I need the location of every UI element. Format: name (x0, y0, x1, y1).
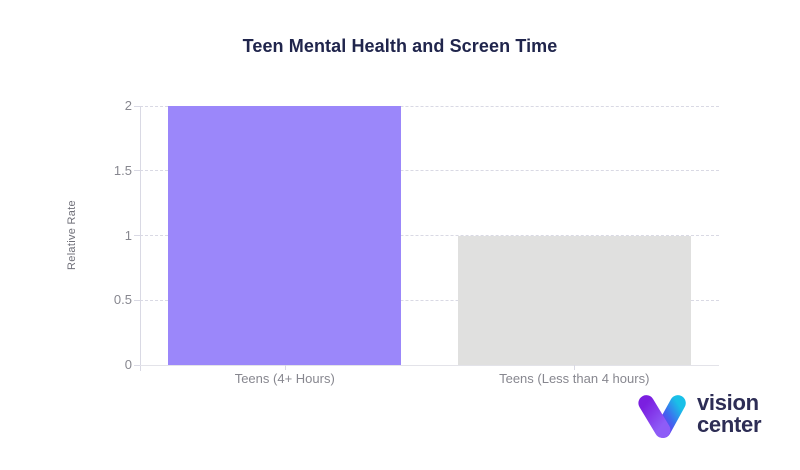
logo-text-line1: vision (697, 390, 759, 415)
y-tick-mark-1 (134, 235, 140, 236)
chart-title: Teen Mental Health and Screen Time (242, 36, 558, 56)
y-axis-line (140, 106, 141, 371)
y-tick-label-2: 2 (124, 98, 132, 113)
y-tick-label-0: 0 (124, 357, 132, 372)
y-tick-mark-2 (134, 105, 140, 107)
y-tick-label-0.5: 0.5 (113, 292, 132, 308)
y-tick-label-1: 1 (124, 227, 132, 243)
plot-area: 0 0.5 1 1.5 2 Teens (4+ Hours) Teens (Less tha… (114, 98, 719, 386)
x-tick-mark-teens-4-hours (284, 365, 286, 370)
x-tick-mark-teens-less-than-4-hours (574, 365, 576, 370)
gridline-y-1 (140, 235, 719, 236)
y-tick-mark-0 (134, 364, 140, 366)
y-tick-label-1.5: 1.5 (113, 162, 132, 178)
bar-teens-less-than-4-hours[interactable] (457, 235, 691, 365)
vision-center-v-icon (638, 395, 686, 438)
x-tick-label-teens-less-than-4-hours: Teens (Less than 4 hours) (499, 371, 650, 386)
gridline-y-0.5 (140, 299, 719, 301)
bar-teens-4-hours[interactable] (168, 106, 402, 365)
logo-text-line2: center (697, 412, 762, 437)
x-axis-line (140, 365, 719, 366)
x-tick-label-teens-4-hours: Teens (4+ Hours) (234, 371, 335, 386)
y-tick-mark-1.5 (134, 170, 140, 172)
vision-center-wordmark: vision center (697, 389, 762, 437)
y-axis-title: Relative Rate (66, 200, 78, 270)
y-tick-mark-0.5 (134, 299, 140, 301)
gridline-y-2 (140, 105, 719, 107)
vision-center-logo[interactable]: vision center (635, 389, 793, 451)
gridline-y-1.5 (140, 170, 719, 172)
